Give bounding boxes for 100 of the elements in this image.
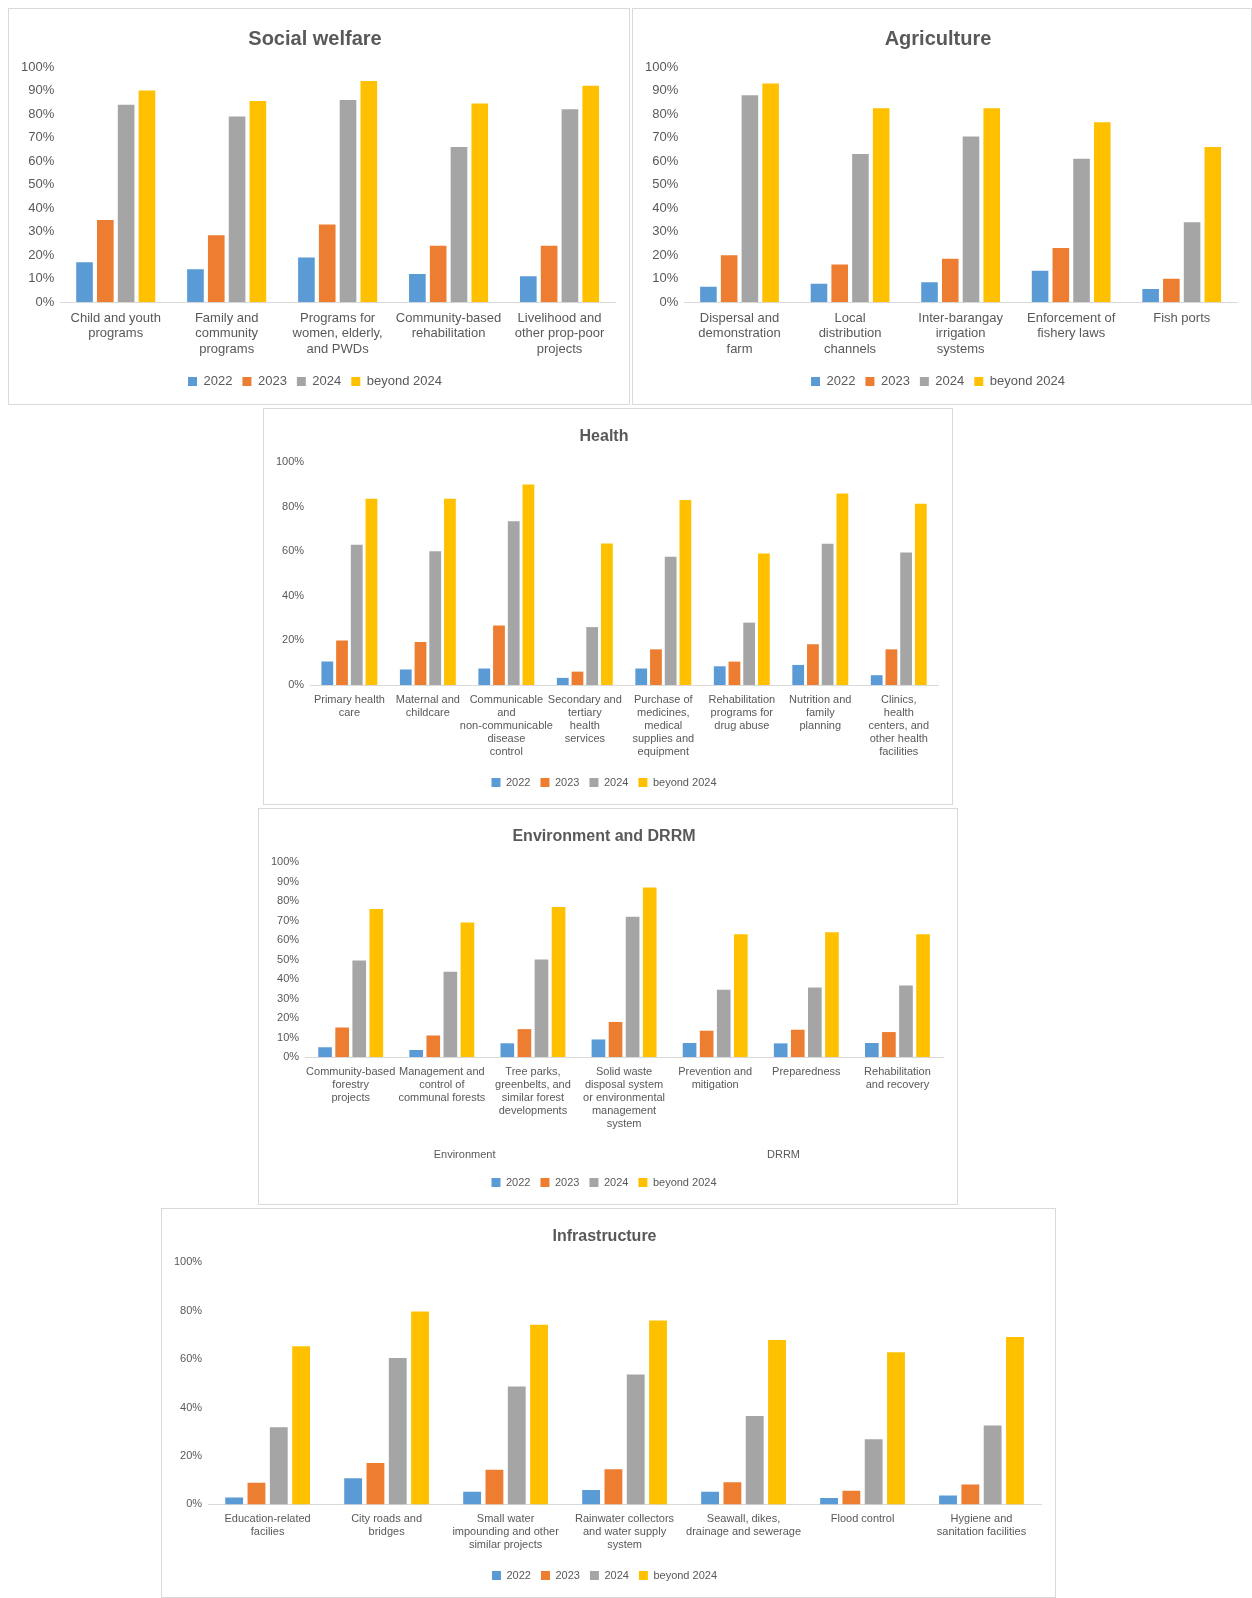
x-tick-label: Community-based rehabilitation <box>395 309 502 341</box>
bar <box>591 1039 606 1057</box>
bar <box>138 90 156 303</box>
bar <box>733 934 748 1057</box>
bar <box>745 1416 764 1505</box>
legend-label: 2024 <box>312 373 342 389</box>
y-tick-label: 40% <box>28 199 55 215</box>
y-tick-label: 10% <box>652 270 679 286</box>
legend-label: beyond 2024 <box>989 373 1065 389</box>
bar <box>414 642 427 685</box>
bar <box>366 1462 385 1505</box>
x-tick-label: City roads and bridges <box>351 1512 423 1538</box>
legend-label: 2024 <box>935 373 965 389</box>
bar <box>916 934 930 1057</box>
y-tick-label: 100% <box>173 1255 203 1268</box>
y-tick-label: 20% <box>28 246 55 262</box>
x-tick-label: Purchase of medicines, medical supplies and equipment <box>632 692 695 758</box>
bar <box>507 1386 526 1505</box>
bar <box>426 1035 441 1057</box>
legend-label: 2023 <box>880 373 910 389</box>
y-tick-label: 60% <box>652 152 679 168</box>
y-tick-label: 100% <box>270 855 300 868</box>
bar <box>352 960 367 1057</box>
legend-label: beyond 2024 <box>652 1175 717 1188</box>
bar <box>571 671 584 685</box>
bar <box>870 675 883 685</box>
bar <box>642 887 657 1057</box>
bar <box>852 154 869 303</box>
chart-title: Infrastructure <box>552 1227 657 1245</box>
y-tick-label: 30% <box>277 991 300 1004</box>
y-tick-label: 60% <box>277 933 300 946</box>
legend-label: 2023 <box>257 373 287 389</box>
text: Environment <box>433 1148 496 1161</box>
bar <box>1204 146 1222 303</box>
bar <box>807 644 819 685</box>
bar <box>682 1042 697 1057</box>
x-tick-label: Programs for women, elderly, and PWDs <box>291 309 383 356</box>
y-tick-label: 40% <box>180 1400 203 1413</box>
bar <box>716 989 731 1057</box>
bar <box>409 273 426 303</box>
x-tick-label: Clinics, health centers, and other health facilities <box>868 692 930 758</box>
y-tick-label: 70% <box>652 129 679 145</box>
bar <box>318 224 336 303</box>
x-tick-label: Local distribution channels <box>818 309 882 356</box>
x-tick-label: Education-related facilies <box>224 1512 311 1538</box>
bar <box>561 109 579 303</box>
y-tick-label: 80% <box>652 105 679 121</box>
bar <box>298 257 315 303</box>
bar <box>649 1320 667 1505</box>
bar <box>887 1352 905 1505</box>
x-tick-label: Livelihood and other prop-poor projects <box>514 309 605 356</box>
bar <box>507 521 520 685</box>
bar <box>365 498 378 685</box>
bar <box>411 1311 429 1505</box>
bar <box>961 1484 980 1505</box>
text: DRRM <box>767 1148 801 1161</box>
x-tick-label: Rainwater collectors and water supply system <box>575 1512 675 1551</box>
bar <box>409 1049 424 1057</box>
bar <box>1052 248 1070 303</box>
bar <box>586 627 599 685</box>
bar <box>350 544 363 685</box>
bar <box>399 669 412 685</box>
y-tick-label: 80% <box>282 499 305 512</box>
legend-label: 2022 <box>203 373 233 389</box>
bar <box>249 101 267 303</box>
bar <box>1183 222 1201 303</box>
x-tick-label: Prevention and mitigation <box>678 1064 753 1090</box>
y-tick-label: 20% <box>282 633 305 646</box>
bar <box>1142 289 1159 303</box>
bar <box>247 1482 266 1505</box>
bar <box>443 971 458 1057</box>
bar <box>757 553 770 685</box>
bar <box>321 661 334 685</box>
x-tick-label: Tree parks, greenbelts, and similar forest developments <box>495 1064 571 1117</box>
bar <box>520 276 537 303</box>
x-tick-label: Family and community programs <box>194 309 259 356</box>
y-tick-label: 40% <box>282 588 305 601</box>
bar <box>700 286 717 303</box>
y-tick-label: 90% <box>28 82 55 98</box>
bar <box>1073 158 1090 303</box>
legend-label: beyond 2024 <box>652 775 717 788</box>
x-tick-label: Community-based forestry projects <box>306 1064 396 1104</box>
y-tick-label: 0% <box>35 293 55 309</box>
bar <box>664 556 677 685</box>
bar <box>701 1491 720 1505</box>
legend-label: beyond 2024 <box>366 373 442 389</box>
bar <box>336 640 348 685</box>
y-tick-label: 100% <box>275 455 305 468</box>
legend-label: 2023 <box>554 1175 580 1188</box>
bar <box>941 258 959 303</box>
bar <box>582 85 600 303</box>
legend-label: 2022 <box>505 775 531 788</box>
bar <box>899 985 913 1057</box>
x-tick-label: Preparedness <box>772 1064 842 1077</box>
bar <box>429 551 442 685</box>
bar <box>540 245 558 303</box>
y-tick-label: 0% <box>186 1497 203 1510</box>
bar <box>582 1490 601 1505</box>
bar <box>983 108 1001 303</box>
x-tick-label: Fish ports <box>1153 309 1211 325</box>
